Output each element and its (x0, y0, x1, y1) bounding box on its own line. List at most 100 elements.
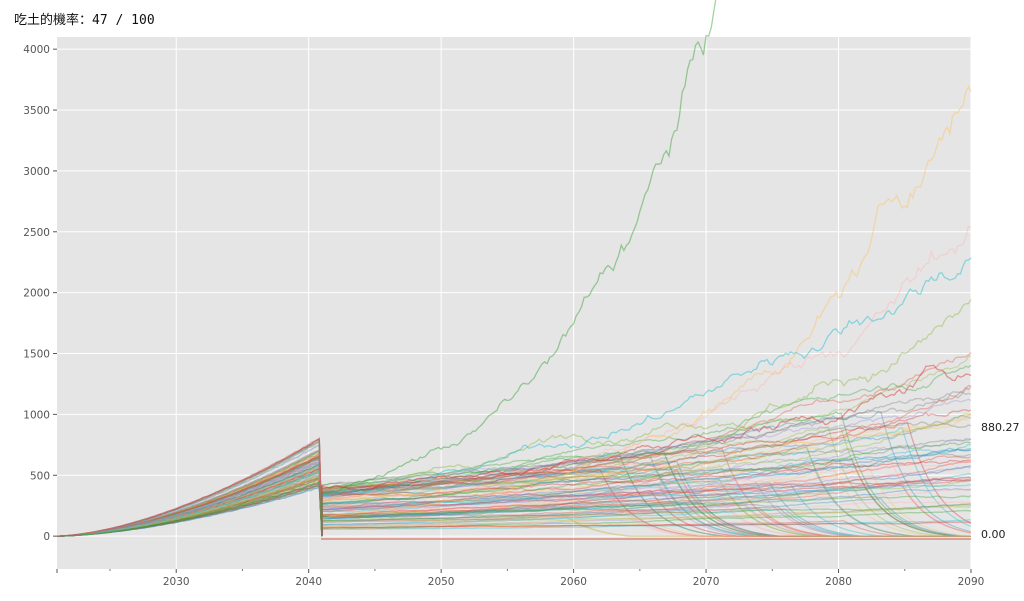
series-line (57, 454, 971, 537)
series-line (57, 437, 972, 537)
x-tick-label: 2050 (428, 576, 455, 588)
series-line (57, 468, 971, 537)
x-tick-label: 2060 (560, 576, 587, 588)
axes: 0 500 1000 1500 2000 2500 3000 3500 4000 2030 2040… (23, 44, 984, 588)
series-line (57, 225, 972, 537)
series-line (57, 446, 971, 537)
series-line (57, 443, 972, 537)
series-line (57, 482, 971, 537)
series-line (57, 455, 972, 537)
series-line (57, 458, 971, 537)
series-line (57, 469, 972, 537)
y-tick-label: 1500 (23, 349, 50, 361)
series-line (57, 455, 971, 537)
series-line (57, 421, 972, 537)
series-line (57, 486, 971, 537)
series-line (57, 476, 971, 537)
series-line (57, 458, 971, 537)
series-line (57, 415, 972, 537)
series-line (57, 479, 971, 537)
series-line (57, 443, 972, 537)
series-line (57, 460, 972, 537)
ruin-probability-text: 吃土的機率：47 / 100 (14, 9, 155, 28)
series-line (57, 464, 972, 537)
ruin-probability-value: 47 / 100 (92, 13, 155, 28)
series-line (57, 452, 972, 537)
series-line (57, 420, 972, 537)
series-line (57, 85, 972, 537)
series-line (57, 469, 972, 537)
series-line (57, 469, 972, 537)
plot-background (57, 37, 971, 569)
x-tick-label: 2030 (163, 576, 190, 588)
series-line (57, 299, 972, 537)
series-line (57, 448, 972, 537)
series-line (57, 417, 972, 537)
series-line (57, 464, 971, 537)
series-line (57, 436, 972, 537)
ruin-probability-label: 吃土的機率 (14, 13, 80, 28)
series-line (57, 448, 972, 537)
series-line (57, 476, 971, 537)
series-line (57, 467, 972, 537)
y-tick-label: 3500 (23, 105, 50, 117)
series-line (57, 437, 972, 537)
y-tick-label: 0 (43, 531, 50, 543)
series-line (57, 427, 971, 537)
series-line (57, 466, 972, 537)
series-line (57, 450, 972, 537)
series-line (57, 445, 971, 537)
series-line (57, 437, 971, 537)
series-line (57, 447, 972, 537)
y-tick-label: 500 (30, 470, 50, 482)
x-tick-label: 2090 (958, 576, 985, 588)
ruin-probability-separator: ： (79, 13, 93, 28)
series-line (57, 468, 972, 537)
series-line (57, 438, 972, 537)
series-line (57, 468, 972, 537)
series-line (57, 459, 972, 537)
end-label-upper: 880.27 (981, 421, 1020, 434)
series-line (57, 450, 971, 537)
series-line (57, 413, 972, 537)
series-line (57, 477, 971, 537)
series-line (57, 450, 972, 537)
series-line (57, 364, 972, 537)
y-tick-label: 2500 (23, 227, 50, 239)
y-tick-label: 4000 (23, 44, 50, 56)
series-line (57, 459, 971, 537)
series-line (57, 385, 972, 537)
grid-lines (57, 37, 972, 569)
series-line (57, 478, 971, 537)
y-tick-label: 2000 (23, 288, 50, 300)
series-line (57, 391, 972, 537)
series-line (57, 466, 972, 537)
series-line (57, 384, 972, 537)
x-tick-label: 2070 (693, 576, 720, 588)
series-line (57, 398, 972, 537)
series-line (57, 456, 972, 537)
series-line (57, 257, 972, 537)
series-line (57, 409, 972, 537)
series-line (57, 455, 971, 537)
series-line (57, 456, 971, 537)
series-line (57, 460, 972, 537)
series-line (57, 352, 972, 537)
series-line (57, 364, 972, 537)
series-line (57, 449, 971, 537)
series-line (57, 463, 971, 537)
series-line (57, 438, 971, 537)
series-line (57, 456, 971, 537)
series-line (57, 427, 972, 537)
x-tick-label: 2040 (295, 576, 322, 588)
series-line (57, 413, 972, 537)
series-line (57, 455, 971, 537)
x-tick-label: 2080 (825, 576, 852, 588)
series-line (57, 455, 972, 537)
series-line (57, 476, 971, 537)
series-line (57, 437, 972, 537)
series-line (57, 440, 971, 537)
series-line (57, 456, 971, 537)
series-line (57, 481, 972, 537)
